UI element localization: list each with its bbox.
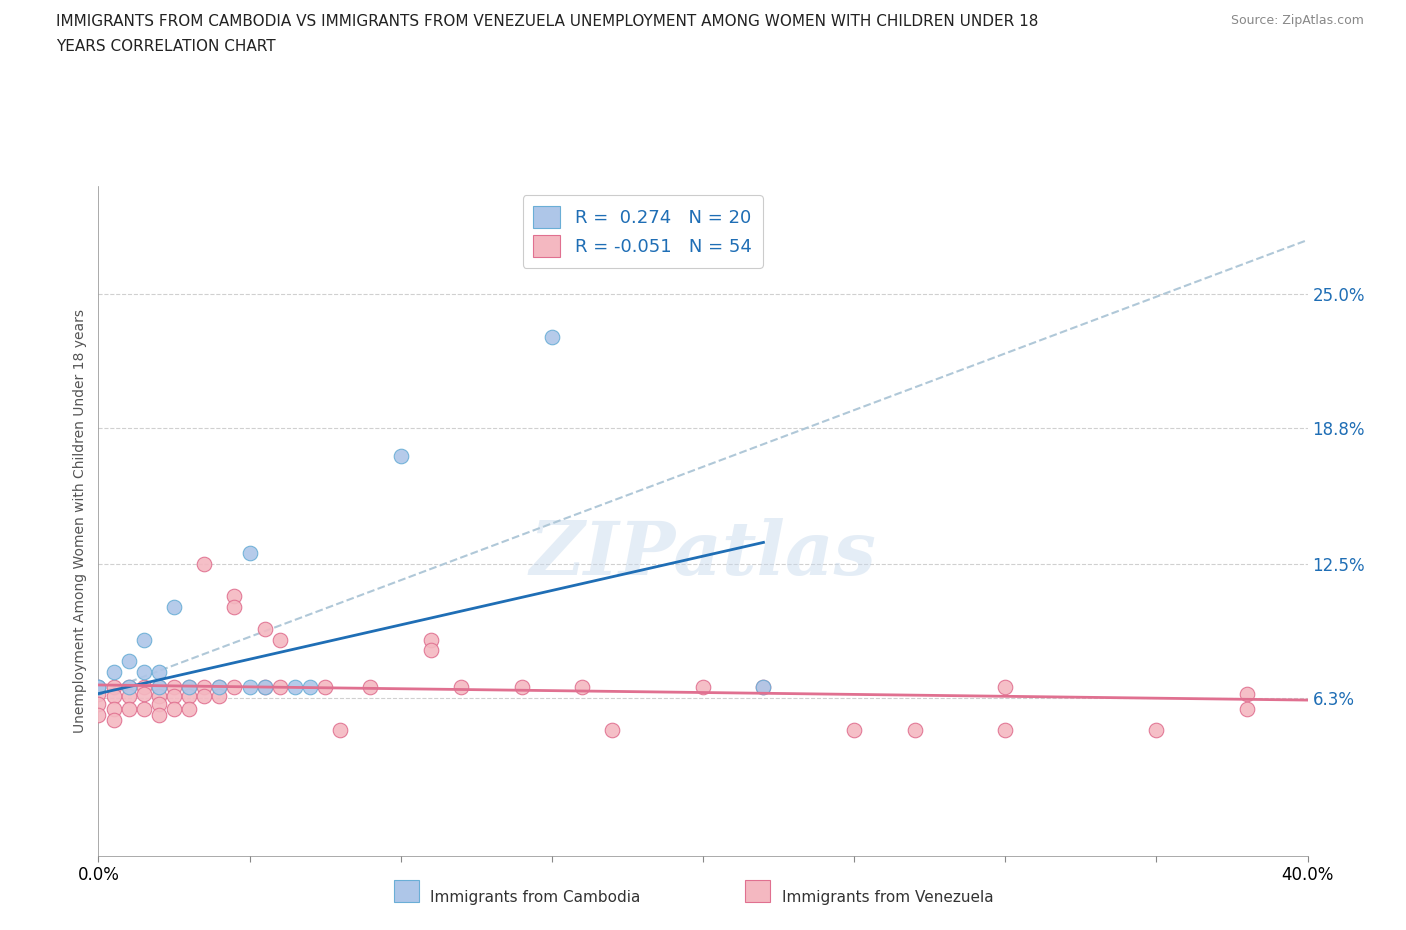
Point [752, 680, 775, 695]
Point [193, 688, 215, 703]
Point [87, 680, 110, 695]
Point [602, 723, 624, 737]
Point [148, 680, 170, 695]
Point [571, 680, 593, 695]
Point [360, 680, 382, 695]
Point [208, 680, 231, 695]
Text: YEARS CORRELATION CHART: YEARS CORRELATION CHART [56, 39, 276, 54]
Point [132, 632, 155, 647]
Point [87, 686, 110, 701]
Point [87, 708, 110, 723]
Point [148, 680, 170, 695]
Point [224, 589, 246, 604]
Point [253, 680, 276, 695]
Point [284, 680, 307, 695]
Point [752, 680, 775, 695]
Point [103, 688, 125, 703]
Point [208, 688, 231, 703]
Point [844, 723, 866, 737]
Point [1236, 686, 1258, 701]
Legend: R =  0.274   N = 20, R = -0.051   N = 54: R = 0.274 N = 20, R = -0.051 N = 54 [523, 195, 762, 268]
Point [163, 600, 186, 615]
Point [148, 688, 170, 703]
Point [314, 680, 336, 695]
Point [329, 723, 352, 737]
Point [132, 665, 155, 680]
Point [994, 680, 1017, 695]
Point [179, 680, 201, 695]
Point [450, 680, 472, 695]
Point [193, 556, 215, 571]
Point [103, 665, 125, 680]
Point [253, 621, 276, 636]
Point [103, 701, 125, 716]
Point [103, 712, 125, 727]
Point [87, 680, 110, 695]
Text: Source: ZipAtlas.com: Source: ZipAtlas.com [1230, 14, 1364, 27]
Y-axis label: Unemployment Among Women with Children Under 18 years: Unemployment Among Women with Children U… [73, 309, 87, 733]
Point [118, 688, 141, 703]
Point [132, 701, 155, 716]
Point [389, 448, 412, 463]
Point [148, 697, 170, 711]
Point [132, 680, 155, 695]
Point [540, 330, 562, 345]
Point [269, 632, 291, 647]
Point [510, 680, 533, 695]
Point [179, 688, 201, 703]
Point [224, 680, 246, 695]
Text: Immigrants from Venezuela: Immigrants from Venezuela [782, 890, 994, 905]
Point [118, 654, 141, 669]
Point [179, 701, 201, 716]
Point [148, 708, 170, 723]
Point [420, 643, 443, 658]
Point [269, 680, 291, 695]
Point [118, 680, 141, 695]
Point [193, 680, 215, 695]
Point [239, 680, 262, 695]
Point [208, 680, 231, 695]
Point [299, 680, 322, 695]
Point [118, 701, 141, 716]
Point [118, 680, 141, 695]
Text: ZIPatlas: ZIPatlas [530, 518, 876, 591]
Point [904, 723, 927, 737]
Text: IMMIGRANTS FROM CAMBODIA VS IMMIGRANTS FROM VENEZUELA UNEMPLOYMENT AMONG WOMEN W: IMMIGRANTS FROM CAMBODIA VS IMMIGRANTS F… [56, 14, 1039, 29]
Point [163, 688, 186, 703]
Point [994, 723, 1017, 737]
Point [163, 701, 186, 716]
Point [1144, 723, 1167, 737]
Point [253, 680, 276, 695]
Point [163, 680, 186, 695]
Point [103, 680, 125, 695]
Point [1236, 701, 1258, 716]
Point [148, 665, 170, 680]
Point [87, 697, 110, 711]
Point [239, 546, 262, 561]
Point [420, 632, 443, 647]
Text: Immigrants from Cambodia: Immigrants from Cambodia [430, 890, 641, 905]
Point [179, 680, 201, 695]
Point [224, 600, 246, 615]
Point [132, 686, 155, 701]
Point [692, 680, 714, 695]
Point [87, 680, 110, 695]
